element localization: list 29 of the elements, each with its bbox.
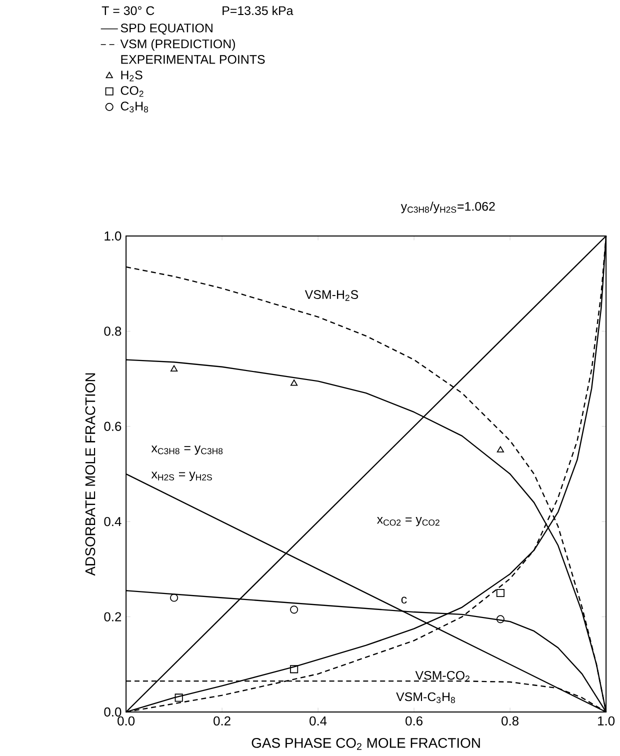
annotation: x$_{CO2}$ = y$_{CO2}$: [376, 517, 440, 526]
x-tick-label: 1.0: [598, 716, 615, 726]
y-tick-label: 0.8: [104, 326, 122, 336]
chart-subtitle: P=13.35 kPa: [222, 6, 294, 16]
y-tick-label: 0.6: [104, 422, 122, 431]
y-axis-title: ADSORBATE MOLE FRACTION: [85, 373, 96, 576]
annotation: VSM-C$_{3}$H$_{8}$: [396, 692, 455, 704]
chart-title: T = 30° C: [102, 6, 154, 16]
x-tick-label: 0.4: [310, 716, 327, 726]
x-tick-label: 0.0: [118, 716, 135, 726]
legend-label: CO$_{2}$: [120, 86, 144, 97]
legend-label: SPD EQUATION: [120, 24, 212, 35]
y-tick-label: 0.2: [104, 612, 122, 622]
legend-label: C$_{3}$H$_{8}$: [120, 102, 148, 112]
x-tick-label: 0.6: [406, 716, 422, 726]
legend-label: VSM (PREDICTION): [120, 39, 235, 51]
y-tick-label: 0.4: [104, 517, 122, 526]
legend-label: H$_{2}$S: [121, 70, 142, 82]
x-tick-label: 0.2: [214, 716, 230, 726]
text: y$_{C3H8}$/y$_{H2S}$=1.062: [400, 202, 495, 214]
legend-title: EXPERIMENTAL POINTS: [121, 55, 265, 64]
x-axis-title: GAS PHASE CO$_{2}$ MOLE FRACTION: [252, 738, 480, 750]
x-tick-label: 0.8: [502, 716, 518, 726]
annotation: VSM-H$_{2}$S: [304, 290, 358, 301]
annotation: x$_{C3H8}$ = y$_{C3H8}$: [151, 446, 223, 455]
y-tick-label: 1.0: [104, 231, 122, 241]
annotation: c: [401, 596, 407, 604]
y-tick-label: 0.0: [104, 707, 122, 717]
annotation: x$_{H2S}$ = y$_{H2S}$: [151, 472, 212, 481]
